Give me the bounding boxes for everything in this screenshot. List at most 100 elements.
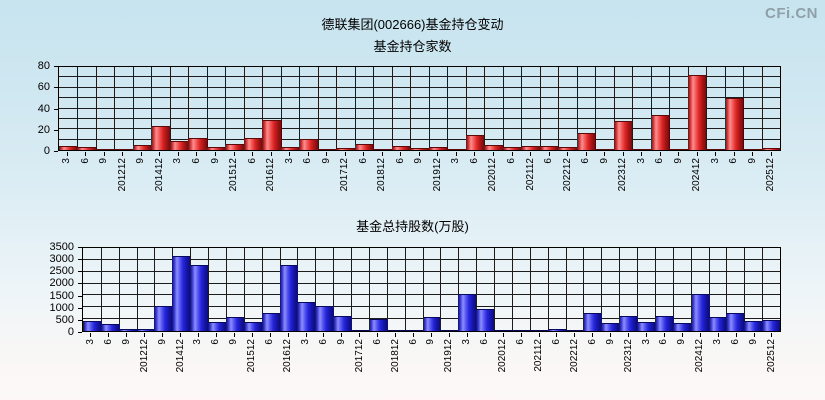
x-tick [659,152,661,156]
x-tick [474,152,476,156]
x-tick [628,333,630,337]
x-axis-cell: 201712 [351,333,369,385]
x-tick [233,333,235,337]
gridline-vertical [672,248,674,331]
x-axis-cell: 6 [392,152,411,204]
x-tick [66,152,68,156]
x-tick-label: 6 [515,339,527,345]
bar-202512 [762,319,780,331]
bar-6 [261,313,280,331]
gridline-vertical [565,248,567,331]
gridline-vertical [669,67,671,150]
bar-3 [708,317,727,331]
bar-202212 [565,330,584,331]
x-tick [307,152,309,156]
x-axis-cell: 201912 [429,152,448,204]
bar-6 [502,146,522,150]
bar-6 [391,145,411,150]
x-tick [430,333,432,337]
x-tick [585,152,587,156]
bar-3 [706,148,725,150]
x-axis-cell: 6 [369,333,387,385]
bar-9 [118,329,137,331]
bar-9 [225,317,244,331]
bar-9 [132,144,152,150]
chart1-plot-area [58,66,781,151]
bar-201412 [151,126,170,150]
x-tick [556,333,558,337]
gridline-vertical [404,248,406,331]
x-tick [377,333,379,337]
x-tick [363,152,365,156]
bar-202112 [521,145,540,150]
x-axis-cell: 6 [100,333,118,385]
x-axis-cell: 201712 [336,152,355,204]
gridline-vertical [529,248,531,331]
bar-3 [458,294,477,331]
gridline-vertical [386,248,388,331]
x-tick [326,152,328,156]
x-axis-cell: 9 [154,333,172,385]
gridline-vertical [632,67,634,150]
bar-202312 [613,120,633,150]
bar-9 [333,315,352,331]
y-tick-label: 1500 [49,289,74,302]
bar-6 [208,322,226,331]
x-tick [197,333,199,337]
bar-3 [59,145,78,150]
gridline-horizontal [59,86,780,88]
x-axis-cell: 202412 [688,152,707,204]
bar-202212 [558,146,577,150]
bar-6 [243,137,263,150]
x-tick-label: 202312 [622,339,634,373]
y-tick-label: 0 [43,145,50,157]
x-axis-cell: 202012 [494,333,512,385]
bar-201912 [428,146,448,150]
bar-6 [465,135,485,150]
x-tick [492,152,494,156]
x-axis-cell: 9 [225,333,243,385]
x-axis-cell: 3 [632,152,651,204]
bar-6 [404,330,423,331]
x-tick [663,333,665,337]
x-tick [103,152,105,156]
y-tick-label: 20 [37,123,50,136]
gridline-horizontal [59,117,780,119]
x-tick-label: 3 [712,339,724,345]
x-axis-cell: 6 [188,152,207,204]
x-tick [251,333,253,337]
bar-9 [410,147,429,150]
x-tick [344,152,346,156]
y-tick-label: 1000 [49,301,74,314]
x-tick [520,333,522,337]
bar-201812 [386,330,405,331]
gridline-vertical [637,248,639,331]
x-tick [548,152,550,156]
bar-9 [206,146,226,150]
bar-3 [447,148,466,150]
x-tick [696,152,698,156]
bar-6 [539,145,559,150]
x-tick [592,333,594,337]
x-tick-label: 201912 [443,339,455,373]
x-tick-label: 201712 [353,339,365,373]
gridline-vertical [100,248,102,331]
x-tick-label: 201412 [174,339,186,373]
x-axis-cell: 3 [297,333,315,385]
x-axis-cell: 201812 [387,333,405,385]
gridline-horizontal [83,258,780,260]
bar-3 [632,148,651,150]
x-axis-cell: 3 [638,333,656,385]
gridline-vertical [494,248,496,331]
x-axis-cell: 6 [512,333,530,385]
bar-9 [154,306,173,331]
x-tick [252,152,254,156]
gridline-vertical [476,248,478,331]
x-tick-label: 202412 [694,339,706,373]
gridline-vertical [428,67,430,150]
gridline-vertical [77,67,79,150]
x-tick-label: 202112 [533,339,544,372]
x-tick-label: 6 [371,339,383,345]
gridline-vertical [333,248,335,331]
